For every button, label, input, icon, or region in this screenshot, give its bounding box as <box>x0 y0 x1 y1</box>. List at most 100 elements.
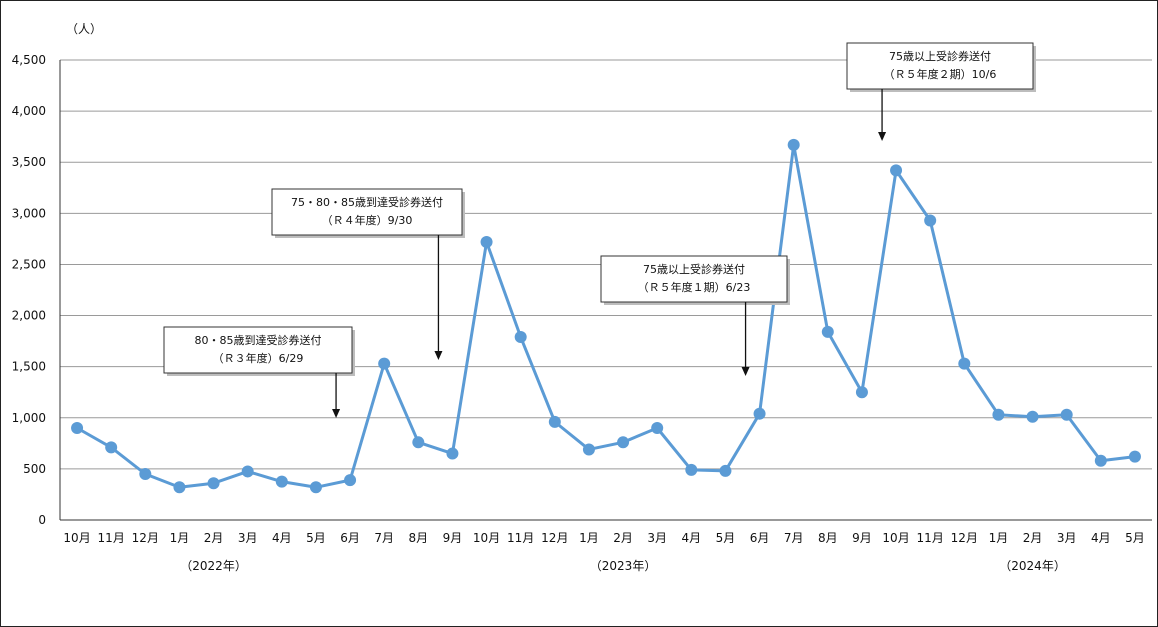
annotation-line1: 75歳以上受診券送付 <box>889 49 991 63</box>
data-point <box>207 477 220 490</box>
x-tick-label: 3月 <box>647 531 667 545</box>
annotation-line1: 75歳以上受診券送付 <box>643 262 745 276</box>
series-line <box>76 143 1136 489</box>
data-point <box>685 463 698 476</box>
x-tick-label: 11月 <box>507 531 534 545</box>
annotation-arrow-head <box>332 409 341 418</box>
data-point <box>787 138 800 151</box>
data-point <box>480 235 493 248</box>
x-tick-label: 8月 <box>818 531 838 545</box>
x-axis: 10月 11月 12月 1月 2月 3月 4月 5月 6月 7月 8月 9月 10月 11月 12月 1月 2月… <box>60 519 1152 573</box>
annotation-line2: （Ｒ４年度）9/30 <box>322 213 413 227</box>
x-tick-label: 9月 <box>443 531 463 545</box>
x-tick-label: 5月 <box>1125 531 1145 545</box>
data-point <box>241 465 254 478</box>
y-tick-label: 2,500 <box>12 257 46 271</box>
y-tick-label: 3,000 <box>12 206 46 220</box>
x-tick-label: 10月 <box>63 531 90 545</box>
x-tick-label: 10月 <box>473 531 500 545</box>
annotation-callout: 75歳以上受診券送付 （Ｒ５年度２期）10/6 <box>846 42 1036 141</box>
annotation-box <box>163 326 353 374</box>
data-point <box>651 422 664 434</box>
x-tick-label: 6月 <box>340 531 360 545</box>
annotation-box <box>600 255 788 303</box>
annotation-callout: 75・80・85歳到達受診券送付 （Ｒ４年度）9/30 <box>271 188 465 360</box>
x-tick-label: 1月 <box>989 531 1009 545</box>
data-point <box>1060 408 1073 421</box>
x-tick-label: 3月 <box>238 531 258 545</box>
annotation-line1: 80・85歳到達受診券送付 <box>195 333 322 347</box>
data-point <box>173 481 186 494</box>
data-point <box>71 422 84 434</box>
year-label: （2022年） <box>180 559 247 573</box>
annotation-line1: 75・80・85歳到達受診券送付 <box>291 195 443 209</box>
data-point <box>548 415 561 428</box>
y-tick-label: 0 <box>38 513 46 527</box>
year-label: （2023年） <box>590 559 657 573</box>
x-tick-label: 10月 <box>882 531 909 545</box>
data-point <box>821 325 834 338</box>
data-point <box>446 447 459 460</box>
annotation-line2: （Ｒ３年度）6/29 <box>213 351 304 365</box>
x-tick-label: 4月 <box>1091 531 1111 545</box>
y-tick-label: 1,500 <box>12 360 46 374</box>
series <box>71 138 1141 494</box>
data-point <box>344 474 357 487</box>
y-tick-label: 500 <box>23 462 46 476</box>
annotation-line2: （Ｒ５年度１期）6/23 <box>638 280 751 294</box>
x-tick-label: 11月 <box>98 531 125 545</box>
x-tick-label: 7月 <box>784 531 804 545</box>
annotation-callout: 75歳以上受診券送付 （Ｒ５年度１期）6/23 <box>600 255 790 376</box>
y-tick-label: 2,000 <box>12 309 46 323</box>
y-tick-label: 1,000 <box>12 411 46 425</box>
data-point <box>753 407 766 420</box>
x-tick-label: 12月 <box>541 531 568 545</box>
annotation-arrow-head <box>741 367 750 376</box>
data-point <box>1026 410 1039 423</box>
x-tick-label: 8月 <box>408 531 428 545</box>
annotation-callout: 80・85歳到達受診券送付 （Ｒ３年度）6/29 <box>163 326 355 418</box>
y-tick-label: 3,500 <box>12 155 46 169</box>
data-point <box>958 357 971 370</box>
annotation-arrow-head <box>434 351 443 360</box>
x-tick-label: 2月 <box>1023 531 1043 545</box>
y-tick-label: 4,000 <box>12 104 46 118</box>
data-point <box>105 441 118 454</box>
data-point <box>514 331 527 344</box>
x-tick-label: 6月 <box>750 531 770 545</box>
annotation-arrow-head <box>878 132 887 141</box>
data-point <box>1094 454 1107 467</box>
x-tick-label: 11月 <box>917 531 944 545</box>
x-tick-label: 1月 <box>579 531 599 545</box>
annotation-box <box>846 42 1034 90</box>
data-point <box>924 214 937 227</box>
y-axis: 0 500 1,000 1,500 2,000 2,500 3,000 3,500 4,000 4… <box>12 53 61 527</box>
x-tick-label: 12月 <box>951 531 978 545</box>
year-label: （2024年） <box>999 559 1066 573</box>
x-tick-label: 4月 <box>681 531 701 545</box>
x-tick-label: 2月 <box>204 531 224 545</box>
data-point <box>378 357 391 370</box>
data-point <box>139 468 152 480</box>
x-tick-label: 7月 <box>374 531 394 545</box>
data-point <box>617 436 630 449</box>
annotation-line2: （Ｒ５年度２期）10/6 <box>884 67 997 81</box>
x-tick-label: 5月 <box>716 531 736 545</box>
data-point <box>719 464 732 477</box>
annotation-box <box>271 188 463 236</box>
x-tick-label: 5月 <box>306 531 326 545</box>
data-point <box>1128 450 1141 463</box>
data-point <box>275 475 288 488</box>
x-tick-label: 9月 <box>852 531 872 545</box>
data-point <box>412 436 425 449</box>
y-unit-label: （人） <box>66 22 102 36</box>
data-point <box>582 443 595 456</box>
x-tick-label: 2月 <box>613 531 633 545</box>
x-tick-label: 12月 <box>132 531 159 545</box>
data-point <box>890 164 903 177</box>
y-tick-label: 4,500 <box>12 53 46 67</box>
data-point <box>855 386 868 399</box>
x-tick-label: 3月 <box>1057 531 1077 545</box>
